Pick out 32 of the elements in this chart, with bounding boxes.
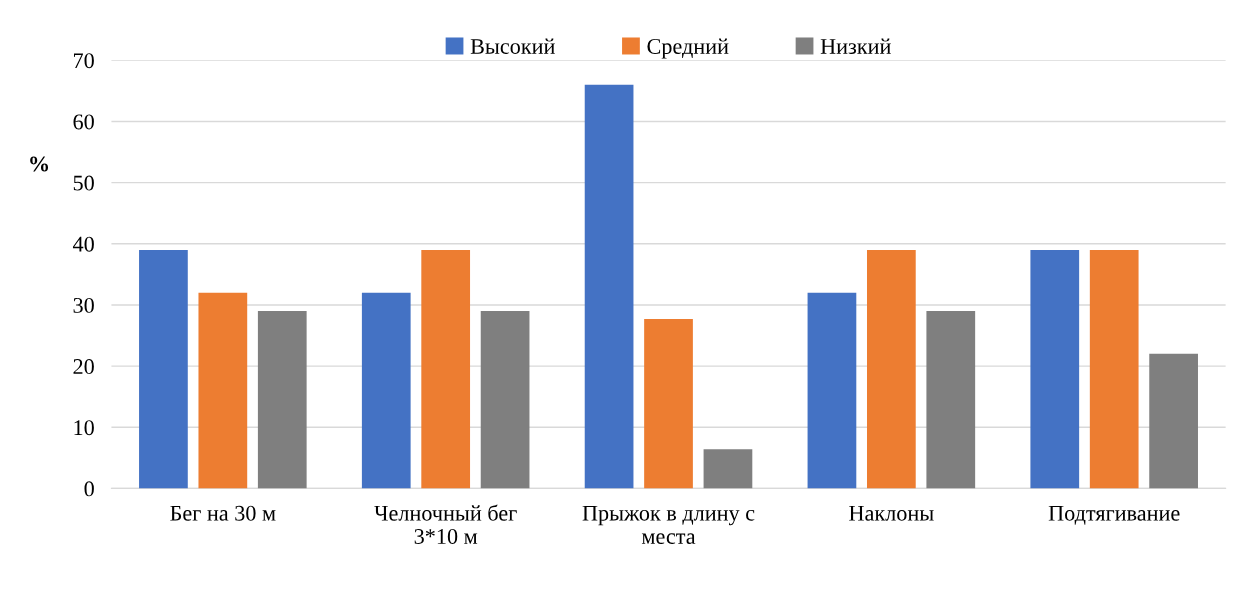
bar [703,449,753,489]
y-tick-label: 40 [72,236,94,252]
y-tick-label: 60 [73,114,94,130]
bar [198,292,248,489]
y-tick-label: 50 [73,175,94,191]
bar [1089,249,1139,489]
y-axis-title: % [30,156,49,172]
bar [926,311,976,489]
y-tick-label: 10 [74,420,94,436]
legend-label: Низкий [820,38,891,54]
bar [361,292,411,489]
bar [807,292,857,489]
x-tick-label: Бег на 30 м [170,505,276,521]
bar [480,311,530,489]
bar [1149,353,1198,489]
y-tick-label: 0 [84,481,94,497]
x-tick-label: Подтягивание [1048,505,1180,525]
bar [584,84,634,489]
legend-label: Высокий [470,38,555,54]
y-tick-label: 70 [74,53,94,69]
bar [257,311,307,489]
x-tick-label: Прыжок в длину с места [582,505,755,544]
y-tick-label: 20 [73,359,94,375]
bar [139,249,188,489]
bar [421,249,471,489]
bar [1030,249,1080,489]
x-tick-label: Челночный бег 3*10 м [374,504,517,544]
y-tick-label: 30 [73,297,94,313]
bar [644,319,693,489]
legend-label: Средний [647,38,729,59]
x-tick-label: Наклоны [849,505,934,521]
bar [867,249,916,489]
